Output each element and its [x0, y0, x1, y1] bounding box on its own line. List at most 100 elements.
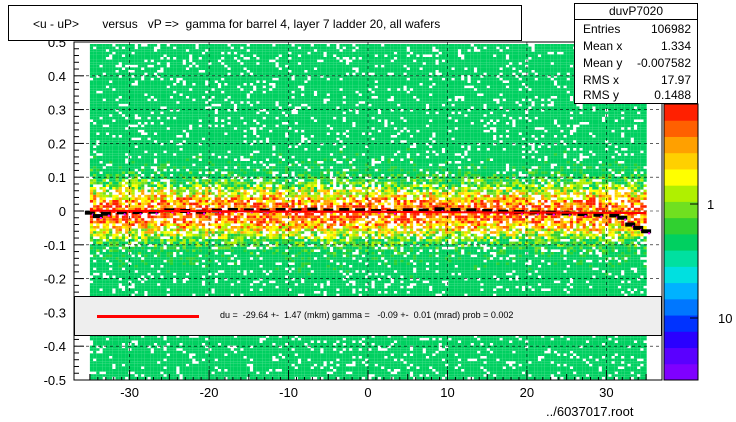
heat-cell — [112, 163, 116, 167]
heat-cell — [179, 291, 183, 294]
heat-cell — [153, 96, 158, 99]
heat-cell — [102, 103, 106, 107]
heat-cell — [211, 272, 215, 276]
heat-cell — [96, 161, 100, 164]
heat-cell — [147, 215, 151, 219]
heat-cell — [144, 348, 148, 351]
heat-cell — [182, 132, 186, 135]
heat-cell — [227, 70, 231, 73]
heat-cell — [121, 161, 126, 164]
heat-cell — [198, 122, 202, 125]
heat-cell — [217, 236, 222, 239]
heat-cell — [147, 77, 151, 81]
heat-cell — [211, 181, 215, 185]
heat-cell — [221, 218, 225, 221]
heat-cell — [141, 340, 145, 343]
heat-cell — [205, 179, 209, 182]
heat-cell — [160, 98, 164, 102]
heat-cell — [157, 267, 161, 271]
heat-cell — [96, 98, 100, 102]
heat-cell — [208, 119, 212, 122]
heat-cell — [166, 103, 170, 107]
heat-cell — [176, 70, 180, 73]
heat-cell — [230, 171, 234, 174]
heat-cell — [147, 280, 151, 284]
heat-cell — [211, 44, 215, 47]
heat-cell — [121, 254, 126, 258]
heat-cell — [112, 83, 116, 86]
heat-cell — [102, 215, 106, 219]
heat-cell — [125, 129, 129, 133]
heat-cell — [179, 168, 183, 172]
heat-cell — [173, 51, 177, 55]
heat-cell — [109, 215, 113, 219]
heat-cell — [205, 285, 209, 289]
heat-cell — [131, 77, 135, 81]
heat-cell — [157, 254, 161, 258]
heat-cell — [115, 72, 119, 76]
heat-cell — [112, 278, 116, 281]
heat-cell — [217, 213, 222, 216]
heat-cell — [182, 343, 186, 346]
heat-cell — [144, 64, 148, 68]
heat-cell — [230, 109, 234, 112]
heat-cell — [93, 241, 97, 245]
heat-cell — [192, 96, 196, 99]
heat-cell — [185, 280, 190, 284]
heat-cell — [112, 153, 116, 156]
heat-cell — [163, 166, 167, 169]
heat-cell — [166, 215, 170, 219]
heat-cell — [147, 285, 151, 289]
heat-cell — [208, 59, 212, 63]
heat-cell — [205, 246, 209, 250]
heat-cell — [192, 135, 196, 138]
heat-cell — [150, 254, 154, 258]
heat-cell — [217, 202, 222, 206]
heat-cell — [112, 265, 116, 268]
heat-cell — [166, 265, 170, 268]
heat-cell — [224, 179, 228, 182]
heat-cell — [150, 358, 154, 362]
heat-cell — [131, 376, 135, 380]
heat-cell — [176, 353, 180, 356]
heat-cell — [195, 213, 199, 216]
heat-cell — [115, 239, 119, 242]
heat-cell — [115, 106, 119, 109]
heat-cell — [214, 93, 218, 96]
heat-cell — [96, 64, 100, 68]
heat-cell — [198, 363, 202, 367]
heat-cell — [221, 80, 225, 83]
heat-cell — [208, 145, 212, 148]
heat-cell — [93, 140, 97, 143]
heat-cell — [153, 122, 158, 125]
heat-cell — [195, 62, 199, 65]
heat-cell — [227, 77, 231, 81]
heat-cell — [131, 343, 135, 346]
heat-cell — [176, 46, 180, 50]
heat-cell — [195, 93, 199, 96]
heat-cell — [160, 80, 164, 83]
heat-cell — [131, 57, 135, 60]
heat-cell — [173, 283, 177, 286]
heat-cell — [205, 96, 209, 99]
heat-cell — [227, 371, 231, 375]
heat-cell — [150, 246, 154, 250]
heat-cell — [176, 145, 180, 148]
heat-cell — [173, 137, 177, 141]
heat-cell — [214, 176, 218, 180]
heat-cell — [109, 168, 113, 172]
heat-cell — [121, 184, 126, 187]
heat-cell — [115, 259, 119, 263]
heat-cell — [217, 135, 222, 138]
heat-cell — [157, 262, 161, 265]
heat-cell — [150, 293, 154, 297]
heat-cell — [214, 187, 218, 190]
heat-cell — [221, 127, 225, 130]
heat-cell — [112, 85, 116, 89]
heat-cell — [179, 353, 183, 356]
heat-cell — [214, 70, 218, 73]
heat-cell — [115, 197, 119, 200]
heat-cell — [221, 340, 225, 343]
heat-cell — [211, 57, 215, 60]
heat-cell — [144, 85, 148, 89]
